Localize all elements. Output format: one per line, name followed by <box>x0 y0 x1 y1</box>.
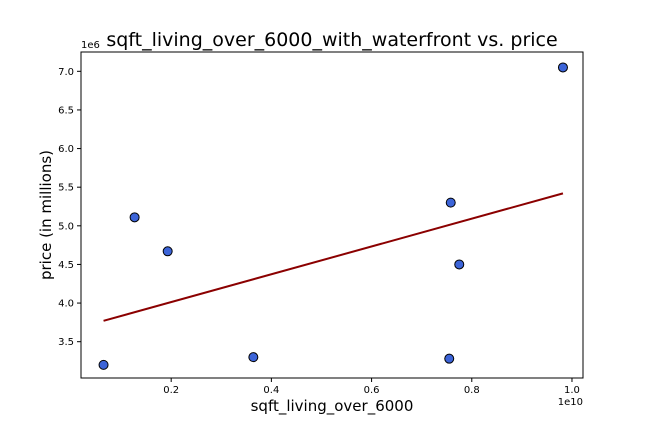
scatter-point <box>129 212 140 223</box>
chart-title: sqft_living_over_6000_with_waterfront vs… <box>106 29 557 51</box>
y-tick-label: 7.0 <box>58 67 74 78</box>
y-tick-label: 5.0 <box>58 221 74 232</box>
y-axis-label: price (in millions) <box>37 150 55 280</box>
plot-area-frame <box>80 51 584 379</box>
scatter-point <box>557 62 568 73</box>
x-tick-label: 1.0 <box>564 385 580 396</box>
y-axis-ticks: 3.5 4.0 4.5 5.0 5.5 6.0 6.5 7.0 <box>58 67 81 348</box>
x-axis-offset-label: 1e10 <box>558 397 583 408</box>
x-tick-label: 0.2 <box>163 385 179 396</box>
scatter-point <box>162 246 173 257</box>
x-axis-ticks: 0.2 0.4 0.6 0.8 1.0 <box>163 378 580 396</box>
trendline <box>103 192 564 322</box>
y-tick-label: 4.5 <box>58 260 74 271</box>
trendline-group <box>103 192 564 322</box>
scatter-point <box>444 353 455 364</box>
scatter-point <box>248 352 259 363</box>
x-axis-label: sqft_living_over_6000 <box>251 397 414 416</box>
y-tick-label: 4.0 <box>58 299 74 310</box>
y-axis-offset-label: 1e6 <box>81 40 100 51</box>
y-tick-label: 5.5 <box>58 183 74 194</box>
scatter-point <box>445 197 456 208</box>
y-tick-label: 6.0 <box>58 144 74 155</box>
x-tick-label: 0.6 <box>364 385 380 396</box>
y-tick-label: 3.5 <box>58 337 74 348</box>
data-points <box>98 62 568 370</box>
y-tick-label: 6.5 <box>58 105 74 116</box>
x-tick-label: 0.4 <box>263 385 279 396</box>
scatter-point <box>454 259 465 270</box>
scatter-point <box>98 359 109 370</box>
x-tick-label: 0.8 <box>464 385 480 396</box>
